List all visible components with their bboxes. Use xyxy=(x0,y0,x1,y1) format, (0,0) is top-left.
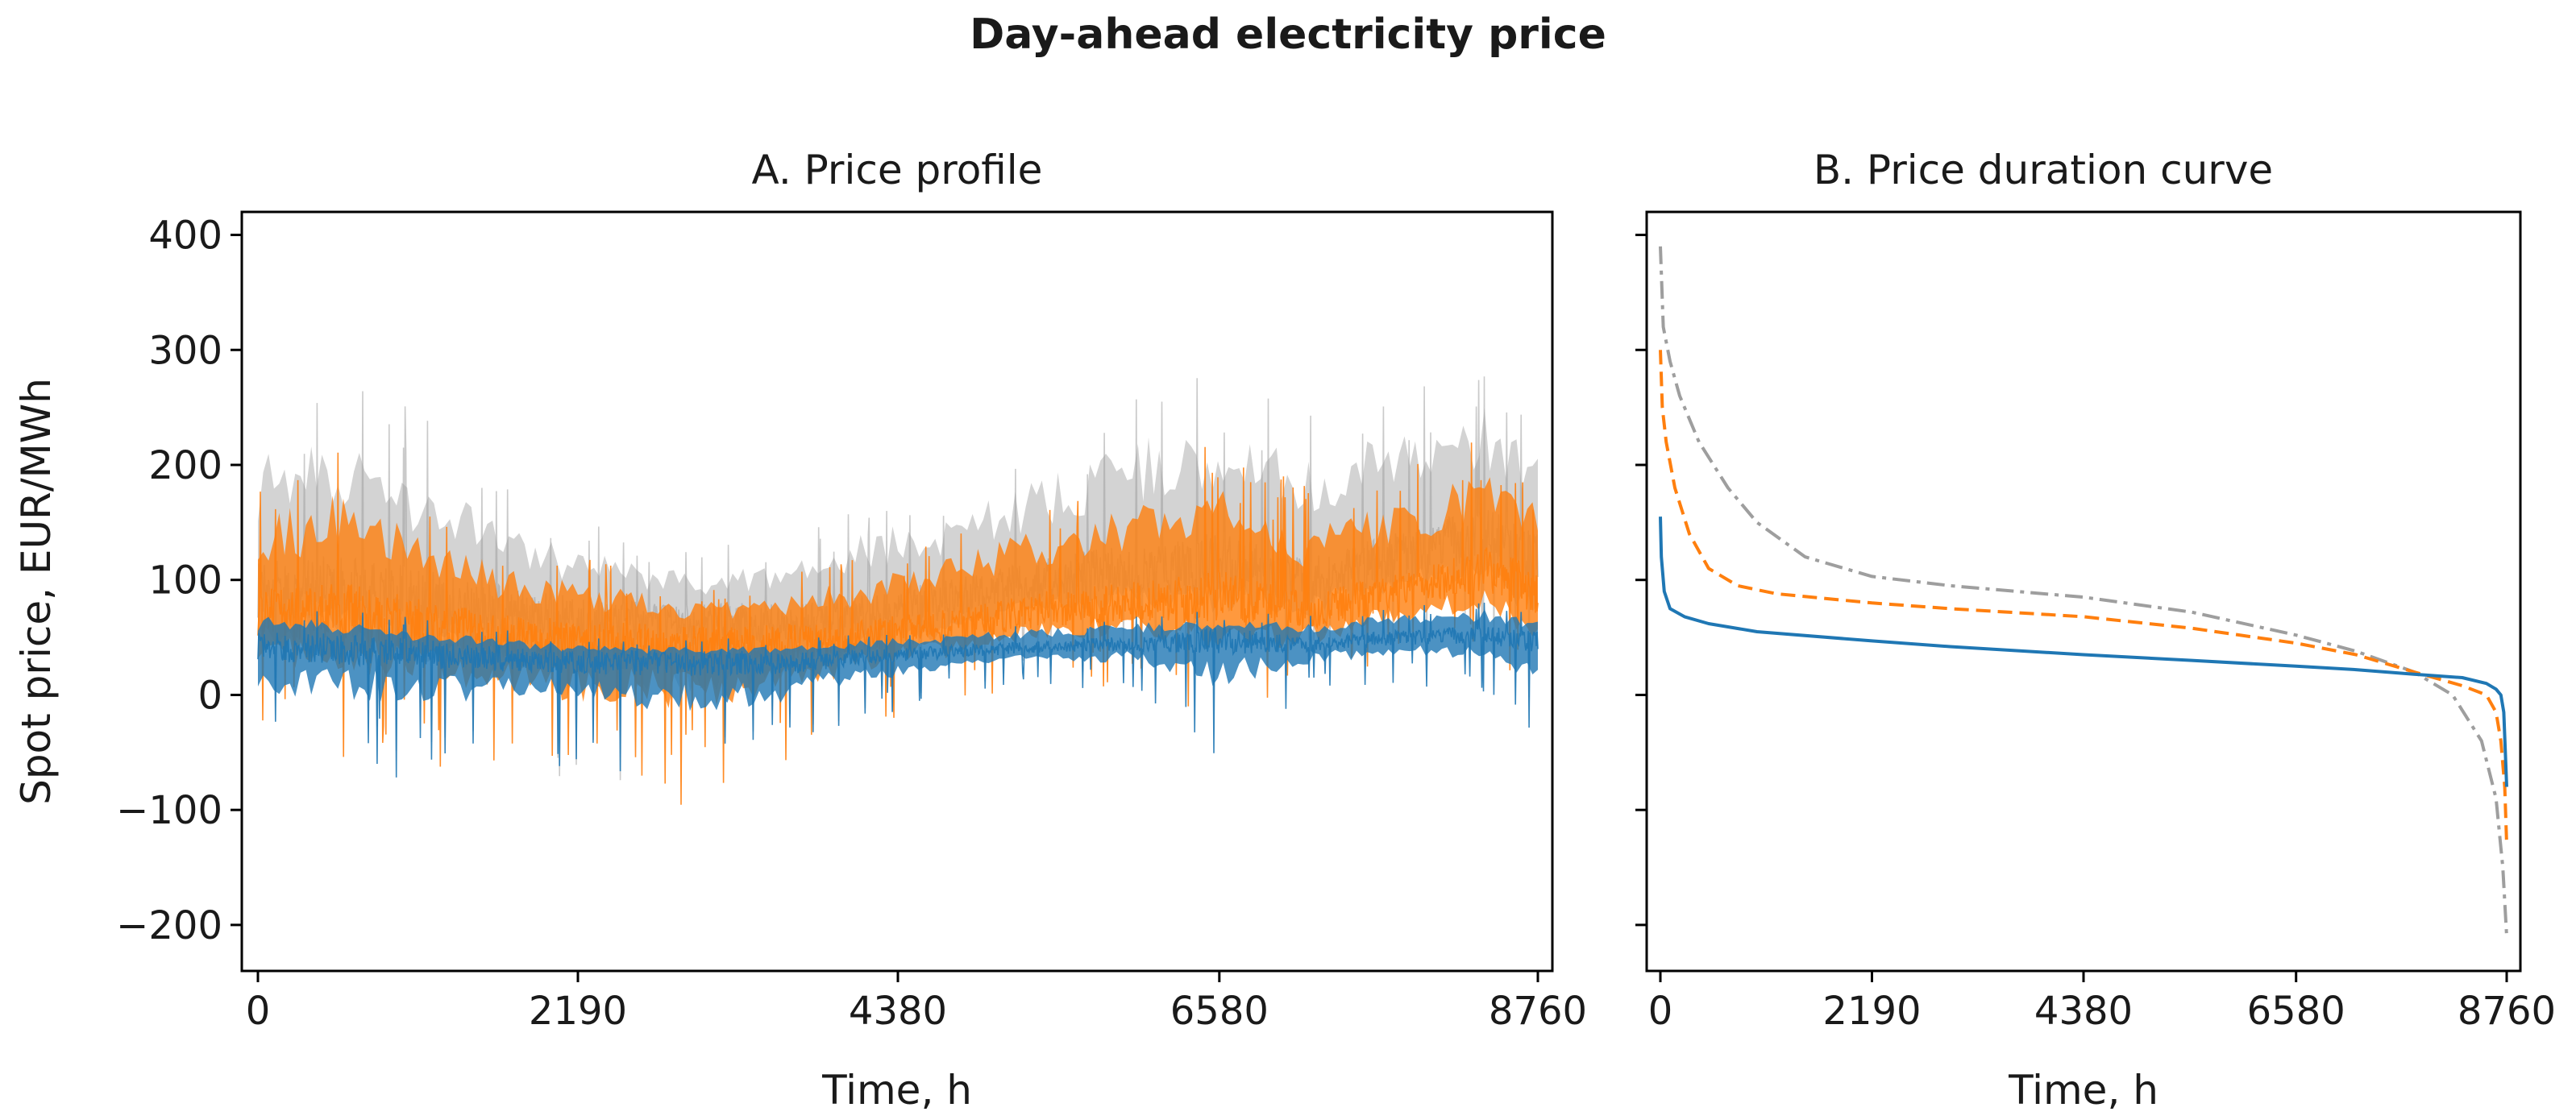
x-tick-label: 0 xyxy=(246,989,271,1034)
panel-b-x-label: Time, h xyxy=(2008,1067,2158,1114)
panel-b: B. Price duration curve 0 2190 4380 6580 876… xyxy=(1635,147,2556,1114)
panel-b-y-axis xyxy=(1635,234,1647,927)
duration-curve-gray xyxy=(1659,246,2508,937)
x-tick-label: 0 xyxy=(1648,989,1673,1034)
panel-a-title: A. Price profile xyxy=(752,147,1043,193)
series-band-blue xyxy=(258,609,1538,711)
panel-b-x-axis: 0 2190 4380 6580 8760 xyxy=(1648,971,2556,1034)
duration-curve-orange xyxy=(1659,350,2508,845)
panel-a-y-label: Spot price, EUR/MWh xyxy=(13,378,60,805)
series-line-blue xyxy=(257,602,1539,778)
figure-title: Day-ahead electricity price xyxy=(970,10,1606,59)
panel-b-title: B. Price duration curve xyxy=(1814,147,2273,193)
panel-a-series xyxy=(257,376,1539,805)
x-tick-label: 4380 xyxy=(849,989,947,1034)
panel-b-frame xyxy=(1645,210,2522,973)
x-tick-label: 8760 xyxy=(2458,989,2556,1034)
panel-a-x-label: Time, h xyxy=(821,1067,972,1114)
y-tick-label: 300 xyxy=(148,328,222,373)
y-tick-label: 400 xyxy=(148,214,222,259)
panel-a: A. Price profile 0 2190 4380 6580 8760 −200−… xyxy=(13,147,1587,1114)
x-tick-label: 2190 xyxy=(1822,989,1921,1034)
y-tick-label: 200 xyxy=(148,443,222,488)
x-tick-label: 2190 xyxy=(529,989,627,1034)
x-tick-label: 6580 xyxy=(1170,989,1269,1034)
x-tick-label: 8760 xyxy=(1489,989,1587,1034)
x-tick-label: 4380 xyxy=(2034,989,2133,1034)
y-tick-label: −100 xyxy=(116,788,222,833)
series-line-orange xyxy=(257,442,1539,805)
panel-b-series xyxy=(1659,246,2508,937)
duration-curve-blue xyxy=(1659,516,2508,787)
panel-a-x-axis: 0 2190 4380 6580 8760 xyxy=(246,971,1587,1034)
y-tick-label: −200 xyxy=(116,903,222,948)
y-tick-label: 100 xyxy=(148,558,222,604)
x-tick-label: 6580 xyxy=(2247,989,2345,1034)
y-tick-label: 0 xyxy=(197,673,222,718)
panel-a-y-axis: −200 −100 0 100 200 300 400 xyxy=(116,214,242,948)
